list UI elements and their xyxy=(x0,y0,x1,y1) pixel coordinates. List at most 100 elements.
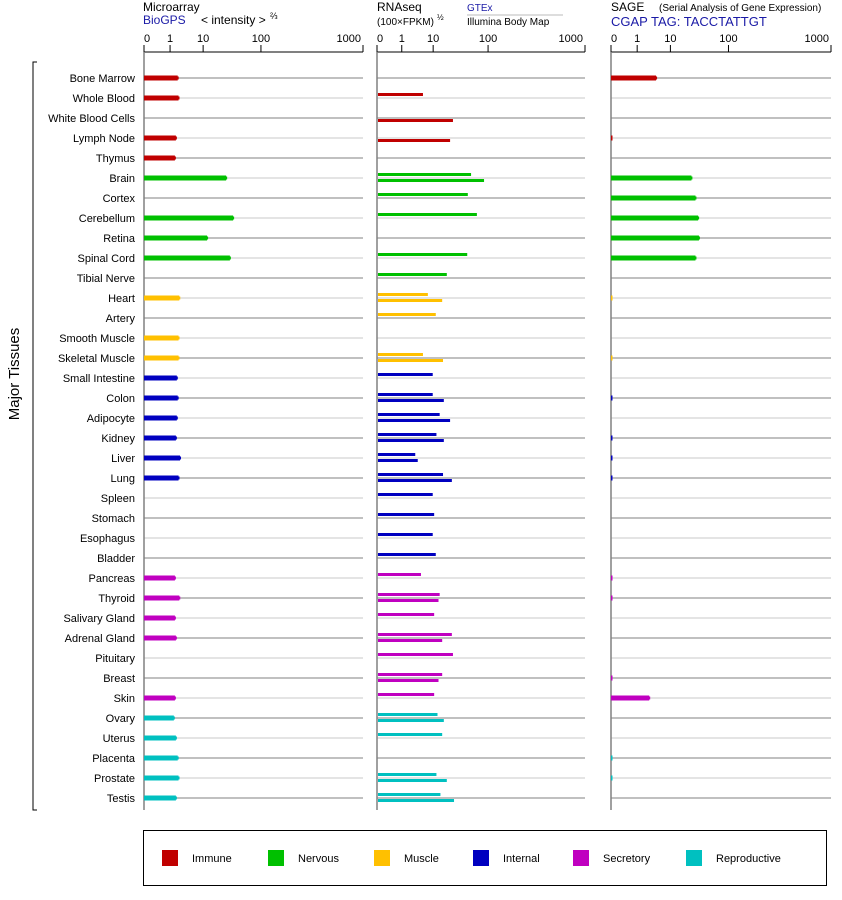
tissue-label: Cortex xyxy=(103,193,136,205)
intensity-label: < intensity > xyxy=(201,13,266,27)
rnaseq-gtex-bar xyxy=(378,173,472,176)
cgap-tag-link[interactable]: CGAP TAG: TACCTATTGT xyxy=(611,14,767,29)
microarray-bar-cap xyxy=(177,776,180,780)
sage-bar xyxy=(611,695,650,701)
tissue-label: Artery xyxy=(106,313,136,325)
microarray-bar xyxy=(144,355,179,361)
sage-bar-cap xyxy=(648,696,651,700)
biogps-link[interactable]: BioGPS xyxy=(143,13,186,27)
rnaseq-gtex-bar xyxy=(378,793,441,796)
tissue-label: Adipocyte xyxy=(87,413,135,425)
rnaseq-illumina-bar xyxy=(378,419,451,422)
microarray-bar-cap xyxy=(173,156,176,160)
legend-label-nervous: Nervous xyxy=(298,853,339,865)
fpkm-label: (100×FPKM) xyxy=(377,17,434,28)
tissue-label: Retina xyxy=(103,233,136,245)
sage-tick-label: 100 xyxy=(719,33,737,45)
rnaseq-illumina-bar xyxy=(378,799,455,802)
sage-bar xyxy=(611,775,613,781)
microarray-bar xyxy=(144,155,175,161)
gtex-link[interactable]: GTEx xyxy=(467,3,493,14)
rnaseq-illumina-bar xyxy=(378,779,447,782)
microarray-bar-cap xyxy=(174,636,177,640)
microarray-bar-cap xyxy=(172,716,175,720)
tissue-label: White Blood Cells xyxy=(48,113,135,125)
microarray-tick-label: 1000 xyxy=(337,33,361,45)
tissue-label: Skeletal Muscle xyxy=(58,353,135,365)
microarray-bar xyxy=(144,455,181,461)
tissue-bracket xyxy=(32,61,37,811)
microarray-bar-cap xyxy=(225,176,228,180)
sage-bar xyxy=(611,215,699,221)
microarray-bar-cap xyxy=(174,796,177,800)
rnaseq-gtex-bar xyxy=(378,773,437,776)
microarray-bar-cap xyxy=(174,136,177,140)
rnaseq-gtex-bar xyxy=(378,253,468,256)
microarray-bar xyxy=(144,375,177,381)
legend-swatch-nervous xyxy=(268,850,284,866)
microarray-bar-cap xyxy=(206,236,209,240)
microarray-bar xyxy=(144,735,176,741)
tissue-label: Smooth Muscle xyxy=(59,333,135,345)
microarray-bar xyxy=(144,175,227,181)
microarray-bar xyxy=(144,75,178,81)
rnaseq-gtex-bar xyxy=(378,613,435,616)
legend-label-muscle: Muscle xyxy=(404,853,439,865)
microarray-bar xyxy=(144,255,230,261)
tissue-label: Prostate xyxy=(94,773,135,785)
rnaseq-illumina-bar xyxy=(378,119,453,122)
tissue-label: Thymus xyxy=(96,153,136,165)
legend-swatch-secretory xyxy=(573,850,589,866)
tissue-label: Pituitary xyxy=(95,653,135,665)
sage-tick-label: 1000 xyxy=(805,33,829,45)
sage-title: SAGE xyxy=(611,0,644,14)
rnaseq-illumina-bar xyxy=(378,639,443,642)
sage-bar xyxy=(611,255,696,261)
sage-bar xyxy=(611,755,613,761)
rnaseq-gtex-bar xyxy=(378,313,436,316)
tissue-label: Skin xyxy=(114,693,135,705)
microarray-bar-cap xyxy=(177,356,180,360)
microarray-bar xyxy=(144,95,179,101)
sage-bar xyxy=(611,475,613,481)
legend-label-reproductive: Reproductive xyxy=(716,853,781,865)
microarray-bar xyxy=(144,775,179,781)
sage-bar xyxy=(611,675,613,681)
rnaseq-gtex-bar xyxy=(378,633,452,636)
legend-label-internal: Internal xyxy=(503,853,540,865)
tissue-label: Spleen xyxy=(101,493,135,505)
microarray-bar xyxy=(144,295,180,301)
sage-subtitle: (Serial Analysis of Gene Expression) xyxy=(659,3,821,14)
rnaseq-illumina-bar xyxy=(378,599,439,602)
microarray-bar-cap xyxy=(176,756,179,760)
rnaseq-gtex-bar xyxy=(378,733,443,736)
rnaseq-title: RNAseq xyxy=(377,0,422,14)
microarray-bar xyxy=(144,595,180,601)
microarray-bar xyxy=(144,435,176,441)
rnaseq-illumina-bar xyxy=(378,679,439,682)
tissue-label: Brain xyxy=(109,173,135,185)
microarray-bar xyxy=(144,135,176,141)
tissue-label: Uterus xyxy=(103,733,136,745)
microarray-bar-cap xyxy=(176,396,179,400)
microarray-bar-cap xyxy=(174,436,177,440)
rnaseq-illumina-bar xyxy=(378,719,444,722)
rnaseq-gtex-bar xyxy=(378,573,421,576)
rnaseq-gtex-bar xyxy=(378,373,433,376)
rnaseq-illumina-bar xyxy=(378,179,485,182)
legend-swatch-immune xyxy=(162,850,178,866)
sage-tick-label: 10 xyxy=(664,33,676,45)
microarray-bar-cap xyxy=(174,736,177,740)
microarray-bar-cap xyxy=(175,416,178,420)
rnaseq-gtex-bar xyxy=(378,393,433,396)
fpkm-exponent: ½ xyxy=(437,13,444,22)
tissue-label: Lung xyxy=(111,473,135,485)
rnaseq-gtex-bar xyxy=(378,653,453,656)
legend-swatch-internal xyxy=(473,850,489,866)
tissue-label: Placenta xyxy=(92,753,136,765)
microarray-bar xyxy=(144,215,234,221)
tissue-label: Thyroid xyxy=(98,593,135,605)
microarray-bar-cap xyxy=(228,256,231,260)
legend-box xyxy=(143,830,827,886)
